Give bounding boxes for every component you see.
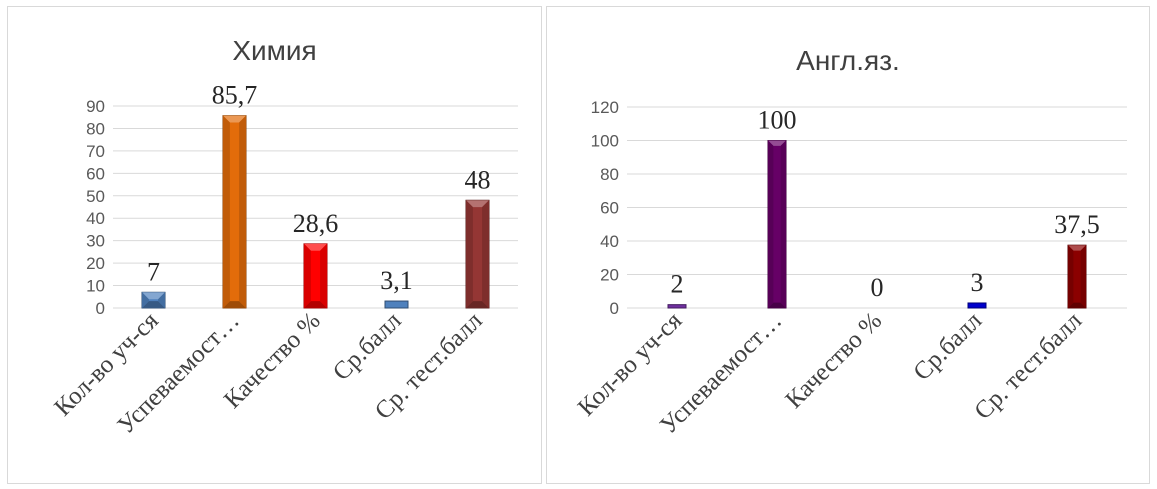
data-label: 0 — [871, 273, 884, 302]
y-tick-label: 60 — [600, 199, 619, 218]
bar — [384, 300, 409, 309]
bar — [465, 199, 490, 309]
bar — [967, 302, 987, 309]
bar — [767, 140, 787, 309]
bar — [222, 115, 247, 309]
data-label: 7 — [147, 257, 160, 286]
y-tick-label: 120 — [591, 98, 619, 117]
y-tick-label: 80 — [600, 165, 619, 184]
data-label: 28,6 — [293, 209, 339, 238]
y-tick-label: 90 — [86, 97, 105, 116]
data-label: 37,5 — [1054, 210, 1100, 239]
data-label: 3 — [971, 268, 984, 297]
y-tick-label: 10 — [86, 277, 105, 296]
data-label: 100 — [758, 106, 797, 135]
y-tick-label: 40 — [600, 232, 619, 251]
y-tick-label: 20 — [86, 254, 105, 273]
chart-title: Химия — [232, 35, 317, 66]
data-label: 2 — [671, 270, 684, 299]
x-category-label: Ср.балл — [908, 307, 987, 386]
chart-panel-english: Англ.яз. 0 20 40 60 80 100 120 2 Кол-во уч-ся 100… — [546, 6, 1150, 484]
x-category-label: Ср.балл — [328, 307, 407, 386]
y-tick-label: 50 — [86, 187, 105, 206]
y-tick-label: 70 — [86, 142, 105, 161]
y-tick-label: 30 — [86, 232, 105, 251]
bar — [667, 304, 687, 309]
y-tick-label: 0 — [96, 299, 105, 318]
chart-panel-chemistry: Химия 0 10 20 30 40 50 60 70 80 90 7 Кол-во уч-ся 85… — [7, 6, 542, 484]
bar — [141, 291, 166, 309]
y-tick-label: 80 — [86, 119, 105, 138]
data-label: 85,7 — [212, 81, 258, 110]
x-category-label: Ср. тест.балл — [969, 307, 1087, 425]
y-tick-label: 60 — [86, 164, 105, 183]
chart-title: Англ.яз. — [796, 45, 900, 76]
y-tick-label: 20 — [600, 266, 619, 285]
x-category-label: Качество % — [780, 307, 887, 414]
y-tick-label: 100 — [591, 132, 619, 151]
bar — [1067, 244, 1087, 309]
y-tick-label: 40 — [86, 209, 105, 228]
data-label: 3,1 — [380, 266, 413, 295]
data-label: 48 — [465, 165, 491, 194]
bar — [303, 243, 328, 309]
y-tick-label: 0 — [610, 299, 619, 318]
